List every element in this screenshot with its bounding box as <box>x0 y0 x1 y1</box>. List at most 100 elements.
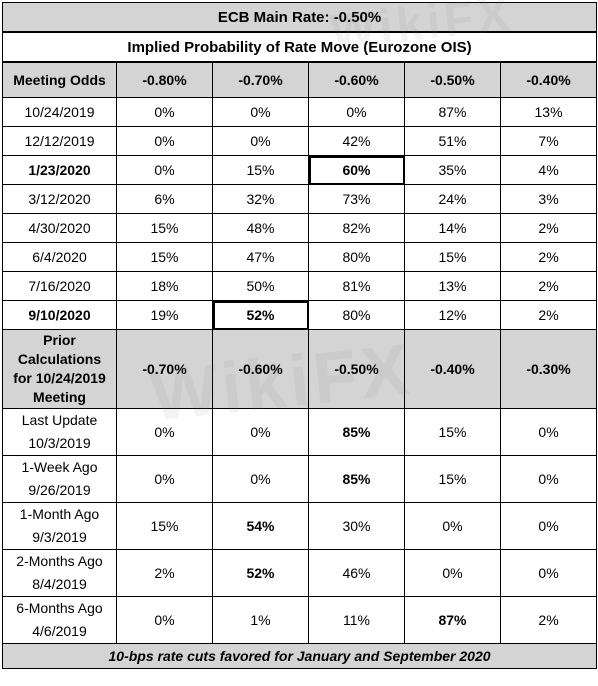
prior-label: 2-Months Ago 8/4/2019 <box>2 549 117 597</box>
probability-cell: 15% <box>404 242 501 272</box>
probability-cell: 2% <box>499 213 598 243</box>
meeting-row: 10/24/2019 0% 0% 0% 87% 13% <box>2 97 598 127</box>
probability-cell: 50% <box>212 271 309 301</box>
footer-row: 10-bps rate cuts favored for January and… <box>1 643 598 669</box>
probability-cell: 51% <box>404 126 501 156</box>
probability-cell: 0% <box>116 455 213 503</box>
meeting-date: 4/30/2020 <box>2 213 117 243</box>
rate-header-cell: -0.50% <box>308 329 405 409</box>
meeting-row: 7/16/2020 18% 50% 81% 13% 2% <box>2 271 598 301</box>
prior-label: 1-Month Ago 9/3/2019 <box>2 502 117 550</box>
rate-header-cell: -0.30% <box>499 329 598 409</box>
probability-cell: 35% <box>404 155 501 185</box>
probability-cell: 0% <box>116 596 213 644</box>
table-subtitle: Implied Probability of Rate Move (Eurozo… <box>1 31 598 63</box>
probability-cell: 0% <box>116 97 213 127</box>
prior-calculations-label: Prior Calculations for 10/24/2019 Meeting <box>2 329 117 409</box>
prior-calculations-label-line: for 10/24/2019 <box>13 370 106 386</box>
probability-cell: 18% <box>116 271 213 301</box>
probability-cell: 0% <box>308 97 405 127</box>
probability-cell: 4% <box>499 155 598 185</box>
probability-cell: 6% <box>116 184 213 214</box>
rate-header-cell: -0.40% <box>499 61 598 98</box>
probability-cell: 15% <box>404 408 501 456</box>
probability-cell: 60% <box>308 155 405 185</box>
prior-row: Last Update 10/3/2019 0% 0% 85% 15% 0% <box>2 408 598 456</box>
rate-header-cell: -0.60% <box>308 61 405 98</box>
probability-cell: 24% <box>404 184 501 214</box>
meeting-row: 9/10/2020 19% 52% 80% 12% 2% <box>2 300 598 330</box>
probability-cell: 85% <box>308 408 405 456</box>
prior-label-date: 9/26/2019 <box>28 482 91 498</box>
probability-cell: 19% <box>116 300 213 330</box>
probability-cell: 0% <box>499 455 598 503</box>
meeting-odds-label: Meeting Odds <box>2 61 117 98</box>
prior-label-period: 1-Week Ago <box>21 459 98 475</box>
probability-cell: 15% <box>212 155 309 185</box>
ecb-rate-table: ECB Main Rate: -0.50% Implied Probabilit… <box>1 2 598 669</box>
rate-header-cell: -0.50% <box>404 61 501 98</box>
probability-cell: 0% <box>116 408 213 456</box>
probability-cell: 0% <box>404 549 501 597</box>
table-title: ECB Main Rate: -0.50% <box>1 2 598 33</box>
probability-cell: 46% <box>308 549 405 597</box>
probability-cell: 13% <box>404 271 501 301</box>
probability-cell: 1% <box>212 596 309 644</box>
prior-calculations-label-line: Calculations <box>17 351 102 367</box>
prior-label-period: 1-Month Ago <box>19 506 100 522</box>
probability-cell: 52% <box>212 300 309 330</box>
probability-cell: 2% <box>499 596 598 644</box>
probability-cell: 0% <box>499 549 598 597</box>
rate-header-cell: -0.70% <box>116 329 213 409</box>
probability-cell: 13% <box>499 97 598 127</box>
prior-label-period: 6-Months Ago <box>16 600 103 616</box>
rate-header-cell: -0.80% <box>116 61 213 98</box>
meeting-date: 3/12/2020 <box>2 184 117 214</box>
prior-row: 2-Months Ago 8/4/2019 2% 52% 46% 0% 0% <box>2 549 598 597</box>
prior-label-period: 2-Months Ago <box>16 553 103 569</box>
probability-cell: 2% <box>116 549 213 597</box>
probability-cell: 0% <box>116 126 213 156</box>
probability-cell: 80% <box>308 242 405 272</box>
prior-label: Last Update 10/3/2019 <box>2 408 117 456</box>
probability-cell: 15% <box>116 213 213 243</box>
prior-calculations-header-row: Prior Calculations for 10/24/2019 Meeting -0… <box>2 329 598 409</box>
prior-label-date: 9/3/2019 <box>32 529 87 545</box>
probability-cell: 0% <box>212 408 309 456</box>
probability-cell: 7% <box>499 126 598 156</box>
prior-label-date: 8/4/2019 <box>32 576 87 592</box>
probability-cell: 15% <box>404 455 501 503</box>
footer-note: 10-bps rate cuts favored for January and… <box>1 643 598 669</box>
rate-header-cell: -0.40% <box>404 329 501 409</box>
probability-cell: 32% <box>212 184 309 214</box>
probability-cell: 11% <box>308 596 405 644</box>
probability-cell: 2% <box>499 300 598 330</box>
probability-cell: 15% <box>116 242 213 272</box>
probability-cell: 0% <box>499 408 598 456</box>
prior-label-date: 10/3/2019 <box>28 435 91 451</box>
probability-cell: 80% <box>308 300 405 330</box>
meeting-row: 1/23/2020 0% 15% 60% 35% 4% <box>2 155 598 185</box>
meeting-date: 10/24/2019 <box>2 97 117 127</box>
prior-calculations-label-line: Meeting <box>33 389 86 405</box>
probability-cell: 0% <box>404 502 501 550</box>
prior-calculations-label-line: Prior <box>43 332 76 348</box>
prior-label-date: 4/6/2019 <box>32 623 87 639</box>
probability-cell: 0% <box>212 455 309 503</box>
meeting-date: 7/16/2020 <box>2 271 117 301</box>
probability-cell: 42% <box>308 126 405 156</box>
prior-label-period: Last Update <box>21 412 98 428</box>
probability-cell: 0% <box>212 126 309 156</box>
probability-cell: 52% <box>212 549 309 597</box>
probability-cell: 14% <box>404 213 501 243</box>
probability-cell: 12% <box>404 300 501 330</box>
probability-cell: 2% <box>499 242 598 272</box>
probability-cell: 73% <box>308 184 405 214</box>
meeting-date: 1/23/2020 <box>2 155 117 185</box>
rate-header-cell: -0.60% <box>212 329 309 409</box>
prior-row: 1-Week Ago 9/26/2019 0% 0% 85% 15% 0% <box>2 455 598 503</box>
prior-label: 6-Months Ago 4/6/2019 <box>2 596 117 644</box>
meeting-date: 6/4/2020 <box>2 242 117 272</box>
probability-cell: 30% <box>308 502 405 550</box>
probability-cell: 87% <box>404 97 501 127</box>
